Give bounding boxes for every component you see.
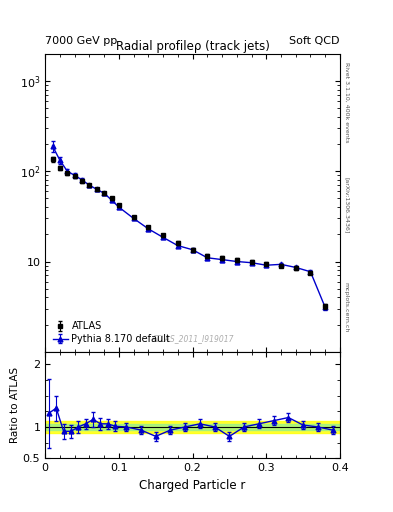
Y-axis label: Ratio to ATLAS: Ratio to ATLAS	[10, 367, 20, 443]
Title: Radial profileρ (track jets): Radial profileρ (track jets)	[116, 39, 270, 53]
Text: 7000 GeV pp: 7000 GeV pp	[45, 36, 118, 46]
X-axis label: Charged Particle r: Charged Particle r	[140, 479, 246, 492]
Text: Soft QCD: Soft QCD	[290, 36, 340, 46]
Text: Rivet 3.1.10, 400k events: Rivet 3.1.10, 400k events	[344, 62, 349, 143]
Bar	[45, 424, 340, 430]
Bar	[45, 421, 340, 433]
Text: [arXiv:1306.3436]: [arXiv:1306.3436]	[344, 177, 349, 233]
Text: mcplots.cern.ch: mcplots.cern.ch	[344, 282, 349, 332]
Legend: ATLAS, Pythia 8.170 default: ATLAS, Pythia 8.170 default	[50, 318, 173, 347]
Text: ATLAS_2011_I919017: ATLAS_2011_I919017	[151, 334, 234, 343]
